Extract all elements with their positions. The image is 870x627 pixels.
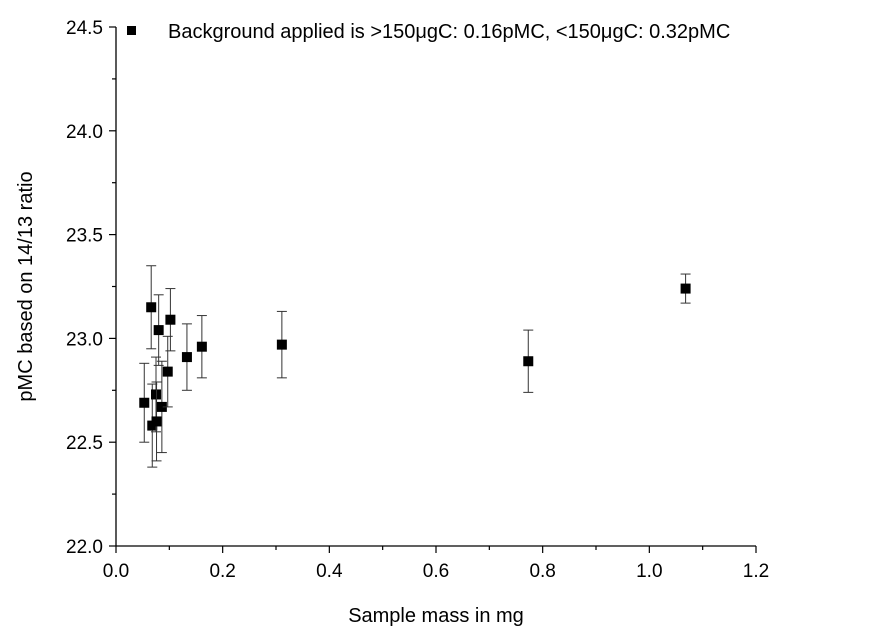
legend: Background applied is >150μgC: 0.16pMC, … xyxy=(127,21,730,43)
point-marker xyxy=(151,389,161,400)
data-point xyxy=(165,288,176,352)
point-marker xyxy=(151,416,162,427)
point-marker xyxy=(146,302,157,313)
point-marker xyxy=(276,339,287,350)
point-marker xyxy=(165,314,176,325)
x-tick-label: 0.4 xyxy=(316,561,343,582)
y-tick-label: 24.5 xyxy=(66,18,103,39)
data-point xyxy=(196,315,207,379)
point-marker xyxy=(680,283,691,294)
point-marker xyxy=(156,401,167,412)
point-marker xyxy=(523,356,534,367)
y-tick-label: 23.5 xyxy=(66,226,103,247)
data-point xyxy=(680,273,691,304)
axes: 0.0 0.2 0.4 0.6 0.8 1.0 1.2 22.0 22.5 23.0 23.5 24.… xyxy=(66,18,769,582)
x-axis-title: Sample mass in mg xyxy=(348,605,524,627)
y-tick-label: 22.0 xyxy=(66,537,103,558)
point-marker xyxy=(139,397,150,408)
y-tick-label: 24.0 xyxy=(66,122,103,143)
data-point xyxy=(151,381,162,462)
y-tick-label: 22.5 xyxy=(66,433,103,454)
data-point xyxy=(156,360,167,454)
point-marker xyxy=(162,366,173,377)
data-point xyxy=(146,265,157,350)
data-point xyxy=(523,329,534,393)
x-tick-label: 0.0 xyxy=(103,561,129,582)
legend-marker xyxy=(127,26,136,35)
point-marker xyxy=(196,341,207,352)
y-axis-title: pMC based on 14/13 ratio xyxy=(15,171,37,401)
x-tick-label: 1.0 xyxy=(636,561,662,582)
data-point xyxy=(276,310,287,379)
x-tick-label: 0.2 xyxy=(209,561,235,582)
point-marker xyxy=(181,352,192,363)
x-tick-label: 1.2 xyxy=(743,561,769,582)
data-point xyxy=(162,335,173,408)
data-point xyxy=(181,323,192,391)
data-point xyxy=(139,362,150,443)
legend-label: Background applied is >150μgC: 0.16pMC, … xyxy=(168,21,730,43)
data-points xyxy=(139,265,691,468)
x-tick-label: 0.6 xyxy=(423,561,449,582)
point-marker xyxy=(153,325,164,336)
y-tick-label: 23.0 xyxy=(66,329,103,350)
x-tick-label: 0.8 xyxy=(529,561,555,582)
